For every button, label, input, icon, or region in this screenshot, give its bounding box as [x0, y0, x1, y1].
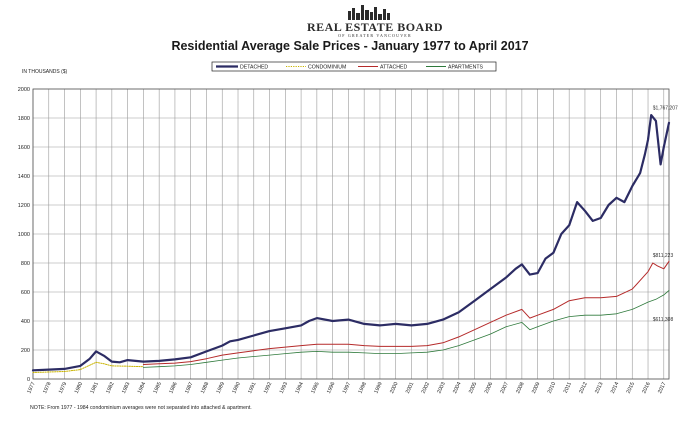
x-tick-label: 1999	[373, 381, 383, 394]
y-tick-label: 200	[21, 348, 30, 354]
x-tick-label: 1994	[294, 381, 304, 394]
legend-label-detached: DETACHED	[240, 65, 268, 71]
x-tick-label: 1986	[168, 381, 178, 394]
axes: 0 200 400 600 800 1000 1200 1400 1600 1800 2000 197…	[18, 87, 670, 395]
x-tick-label: 1997	[342, 381, 352, 394]
x-tick-label: 1985	[153, 381, 163, 394]
x-tick-label: 1995	[310, 381, 320, 394]
footnote: NOTE: From 1977 - 1984 condominium avera…	[30, 405, 252, 411]
x-tick-label: 1981	[89, 381, 99, 394]
x-tick-label: 2009	[531, 381, 541, 394]
x-tick-label: 1977	[26, 381, 36, 394]
x-tick-label: 2016	[641, 381, 651, 394]
x-tick-label: 2014	[610, 381, 620, 394]
x-tick-label: 2006	[484, 381, 494, 394]
logo-main-text: REAL ESTATE BOARD	[307, 20, 443, 34]
y-tick-label: 1200	[18, 203, 30, 209]
legend: DETACHED CONDOMINIUM ATTACHED APARTMENTS	[211, 61, 497, 72]
logo-sub-text: OF GREATER VANCOUVER	[338, 33, 412, 38]
x-tick-label: 1979	[58, 381, 68, 394]
x-tick-label: 1998	[358, 381, 368, 394]
legend-label-apartments: APARTMENTS	[448, 65, 484, 71]
legend-label-attached: ATTACHED	[380, 65, 407, 71]
x-tick-label: 2008	[515, 381, 525, 394]
y-tick-label: 600	[21, 290, 30, 296]
x-tick-label: 2007	[499, 381, 509, 394]
x-tick-label: 1983	[121, 381, 131, 394]
x-tick-label: 2005	[468, 381, 478, 394]
x-tick-label: 1989	[216, 381, 226, 394]
x-tick-label: 2004	[452, 381, 462, 394]
x-tick-label: 2012	[578, 381, 588, 394]
series-lines	[31, 113, 671, 373]
y-tick-label: 2000	[18, 87, 30, 93]
value-annotation: $611,308	[653, 317, 674, 323]
x-tick-label: 2010	[547, 381, 557, 394]
x-tick-label: 1990	[231, 381, 241, 394]
legend-label-condominium: CONDOMINIUM	[308, 65, 346, 71]
x-tick-label: 1993	[279, 381, 289, 394]
y-axis-unit-label: IN THOUSANDS ($)	[22, 69, 68, 75]
x-tick-label: 1984	[137, 381, 147, 394]
y-tick-label: 400	[21, 319, 30, 325]
series-line-detached	[31, 113, 671, 372]
x-tick-label: 1988	[200, 381, 210, 394]
series-line-attached	[142, 260, 670, 365]
series-line-apartments	[142, 289, 670, 368]
value-annotation: $811,223	[653, 253, 674, 259]
grid	[32, 88, 669, 380]
x-tick-label: 1980	[74, 381, 84, 394]
y-tick-label: 0	[27, 377, 30, 383]
y-tick-label: 800	[21, 261, 30, 267]
chart-title: Residential Average Sale Prices - Januar…	[171, 39, 528, 53]
x-tick-label: 1978	[42, 381, 52, 394]
x-tick-label: 2002	[421, 381, 431, 394]
x-tick-label: 2011	[563, 381, 573, 394]
x-tick-label: 2017	[657, 381, 667, 394]
board-logo: REAL ESTATE BOARD OF GREATER VANCOUVER	[307, 5, 443, 38]
x-tick-label: 2001	[405, 381, 415, 394]
y-tick-label: 1800	[18, 116, 30, 122]
skyline-icon	[348, 5, 390, 20]
annotations: $1,767,207 $811,223 $611,308	[653, 105, 678, 323]
plot-frame	[32, 88, 670, 380]
y-tick-label: 1000	[18, 232, 30, 238]
x-tick-label: 2013	[594, 381, 604, 394]
y-tick-label: 1600	[18, 145, 30, 151]
x-tick-label: 1982	[105, 381, 115, 394]
series-line-condominium	[32, 361, 144, 373]
x-tick-label: 2003	[436, 381, 446, 394]
x-tick-label: 1996	[326, 381, 336, 394]
x-tick-label: 2000	[389, 381, 399, 394]
value-annotation: $1,767,207	[653, 105, 678, 111]
x-tick-label: 2015	[626, 381, 636, 394]
x-tick-label: 1987	[184, 381, 194, 394]
x-tick-label: 1991	[247, 381, 257, 394]
x-tick-label: 1992	[263, 381, 273, 394]
y-tick-label: 1400	[18, 174, 30, 180]
